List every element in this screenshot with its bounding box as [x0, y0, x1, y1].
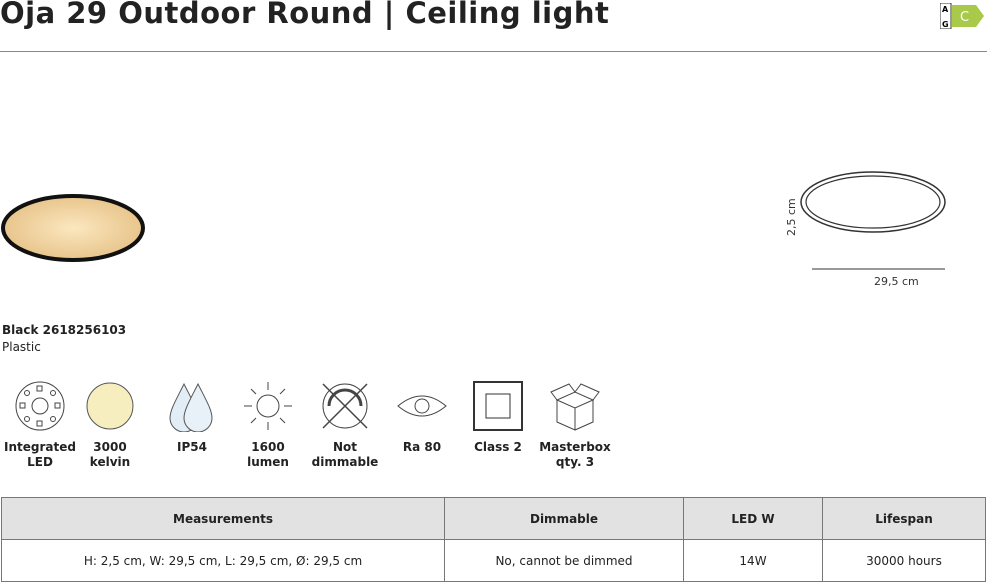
header-measurements: Measurements	[1, 497, 445, 540]
divider	[0, 51, 987, 52]
feature-label: qty. 3	[555, 455, 595, 469]
water-drops-icon	[169, 382, 213, 432]
page-title: Oja 29 Outdoor Round | Ceiling light	[0, 0, 610, 30]
eye-icon	[397, 395, 447, 417]
feature-label: IP54	[177, 440, 207, 454]
header-dimmable: Dimmable	[444, 497, 684, 540]
feature-ip: IP54	[152, 380, 232, 455]
energy-scale-top: A	[942, 5, 949, 14]
feature-label: Ra 80	[402, 440, 442, 454]
header-led-w: LED W	[683, 497, 823, 540]
energy-scale-bottom: G	[942, 20, 949, 29]
product-image	[1, 194, 145, 262]
feature-label: kelvin	[89, 455, 131, 469]
table-header-row: Measurements Dimmable LED W Lifespan	[1, 497, 986, 540]
feature-label: dimmable	[311, 455, 379, 469]
cell-dimmable: No, cannot be dimmed	[444, 539, 684, 582]
feature-label: 3000	[93, 440, 127, 454]
box-icon	[550, 383, 600, 431]
feature-class: Class 2	[458, 380, 538, 455]
feature-label: LED	[27, 455, 53, 469]
energy-class-icon: A G C	[939, 2, 984, 30]
feature-lumen: 1600 lumen	[228, 380, 308, 470]
feature-label: lumen	[247, 455, 289, 469]
feature-masterbox: Masterbox qty. 3	[535, 380, 615, 470]
table-row: H: 2,5 cm, W: 29,5 cm, L: 29,5 cm, Ø: 29…	[1, 539, 986, 582]
feature-integrated-led: Integrated LED	[0, 380, 80, 470]
cell-measurements: H: 2,5 cm, W: 29,5 cm, L: 29,5 cm, Ø: 29…	[1, 539, 445, 582]
height-dimension: 2,5 cm	[785, 198, 798, 236]
cell-led-w: 14W	[683, 539, 823, 582]
feature-label: Integrated	[4, 440, 76, 454]
cell-lifespan: 30000 hours	[822, 539, 986, 582]
color-temperature-icon	[86, 382, 134, 430]
product-variant: Black 2618256103	[2, 323, 127, 337]
energy-label: A G C	[939, 2, 985, 33]
specs-table: Measurements Dimmable LED W Lifespan H: …	[1, 497, 986, 582]
header-lifespan: Lifespan	[822, 497, 986, 540]
feature-label: Masterbox	[539, 440, 611, 454]
not-dimmable-icon	[322, 383, 368, 429]
feature-ra: Ra 80	[382, 380, 462, 455]
feature-label: 1600	[251, 440, 285, 454]
class2-icon	[473, 381, 523, 431]
feature-kelvin: 3000 kelvin	[70, 380, 150, 470]
sun-icon	[244, 382, 292, 430]
feature-label: Not	[332, 440, 358, 454]
energy-class: C	[960, 10, 969, 25]
feature-label: Class 2	[474, 440, 522, 454]
dimension-drawing	[800, 171, 946, 270]
integrated-led-icon	[15, 381, 65, 431]
width-dimension: 29,5 cm	[874, 275, 919, 288]
product-material: Plastic	[2, 340, 41, 354]
feature-dimmable: Not dimmable	[305, 380, 385, 470]
